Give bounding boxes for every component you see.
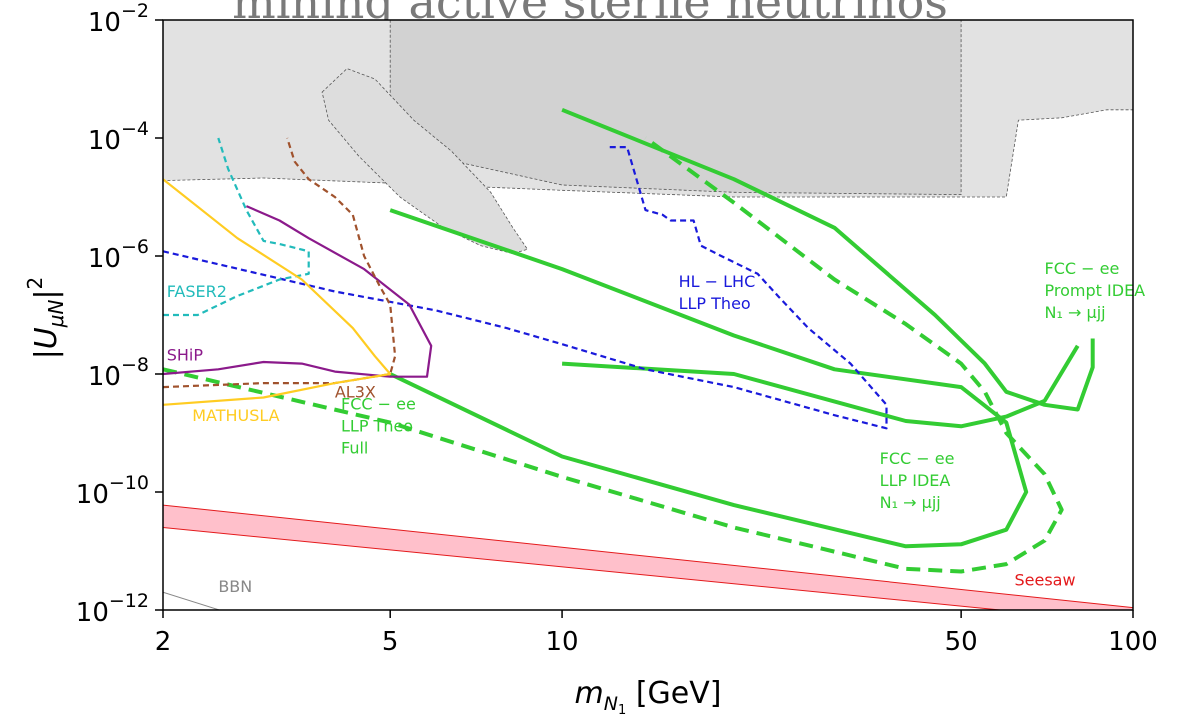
label-al3x-label: AL3X [335,382,376,401]
seesaw-band-group [163,504,1133,610]
label-ship-label: SHiP [167,345,204,364]
label-mathusla-label: MATHUSLA [192,406,279,425]
label-faser2-label: FASER2 [167,282,227,301]
excluded-regions [163,20,1133,255]
curve-fcc-llp-theo-full [163,136,1064,574]
band-seesaw-lower-edge [163,527,1006,610]
curve-ship [163,205,433,378]
label-fcc-llp-theo-label: FCC − ee LLP Theo Full [341,395,416,458]
y-tick-label: 10−8 [88,354,149,392]
sensitivity-curves [163,107,1095,610]
curve-mathusla [163,178,392,406]
curve-fcc-llp-idea [389,208,1029,549]
band-seesaw [163,505,1133,610]
x-tick-label: 2 [155,627,172,657]
x-axis-title: mN1 [GeV] [575,676,722,716]
x-tick-label: 5 [382,627,399,657]
curve-bbn [163,591,222,610]
x-tick-label: 100 [1108,627,1158,657]
label-hl-lhc-label: HL − LHC LLP Theo [679,272,756,313]
curve-fcc-prompt-base [561,344,1080,429]
y-tick-label: 10−12 [76,590,149,628]
label-seesaw-label: Seesaw [1014,571,1075,590]
label-bbn-label: BBN [218,577,252,596]
y-tick-label: 10−10 [76,472,149,510]
region-bubble [321,68,529,255]
svg-text:|UμN|2: |UμN|2 [23,277,68,360]
label-fcc-llp-idea-label: FCC − ee LLP IDEA N₁ → μjj [880,449,955,512]
plot-frame [162,19,1134,611]
label-fcc-prompt-label: FCC − ee Prompt IDEA N₁ → μjj [1045,259,1146,322]
y-axis-ticks: 10−12 10−10 10−8 10−6 10−4 10−2 [76,0,163,628]
x-tick-label: 50 [945,627,978,657]
curve-fcc-prompt-idea [561,107,1095,412]
curve-hl-lhc-llp-theo [163,146,888,430]
y-axis-title: |UμN|2 [23,277,68,360]
y-tick-label: 10−6 [88,236,149,274]
curve-faser2 [163,137,310,317]
curve-annotations: FCC − ee Prompt IDEA N₁ → μjj FCC − ee LLP I… [167,259,1146,596]
x-axis-ticks: 2 5 10 50 100 [155,610,1158,657]
band-seesaw-upper-edge [163,504,1133,609]
y-tick-label: 10−2 [88,0,149,38]
x-tick-label: 10 [546,627,579,657]
y-tick-label: 10−4 [88,118,149,156]
